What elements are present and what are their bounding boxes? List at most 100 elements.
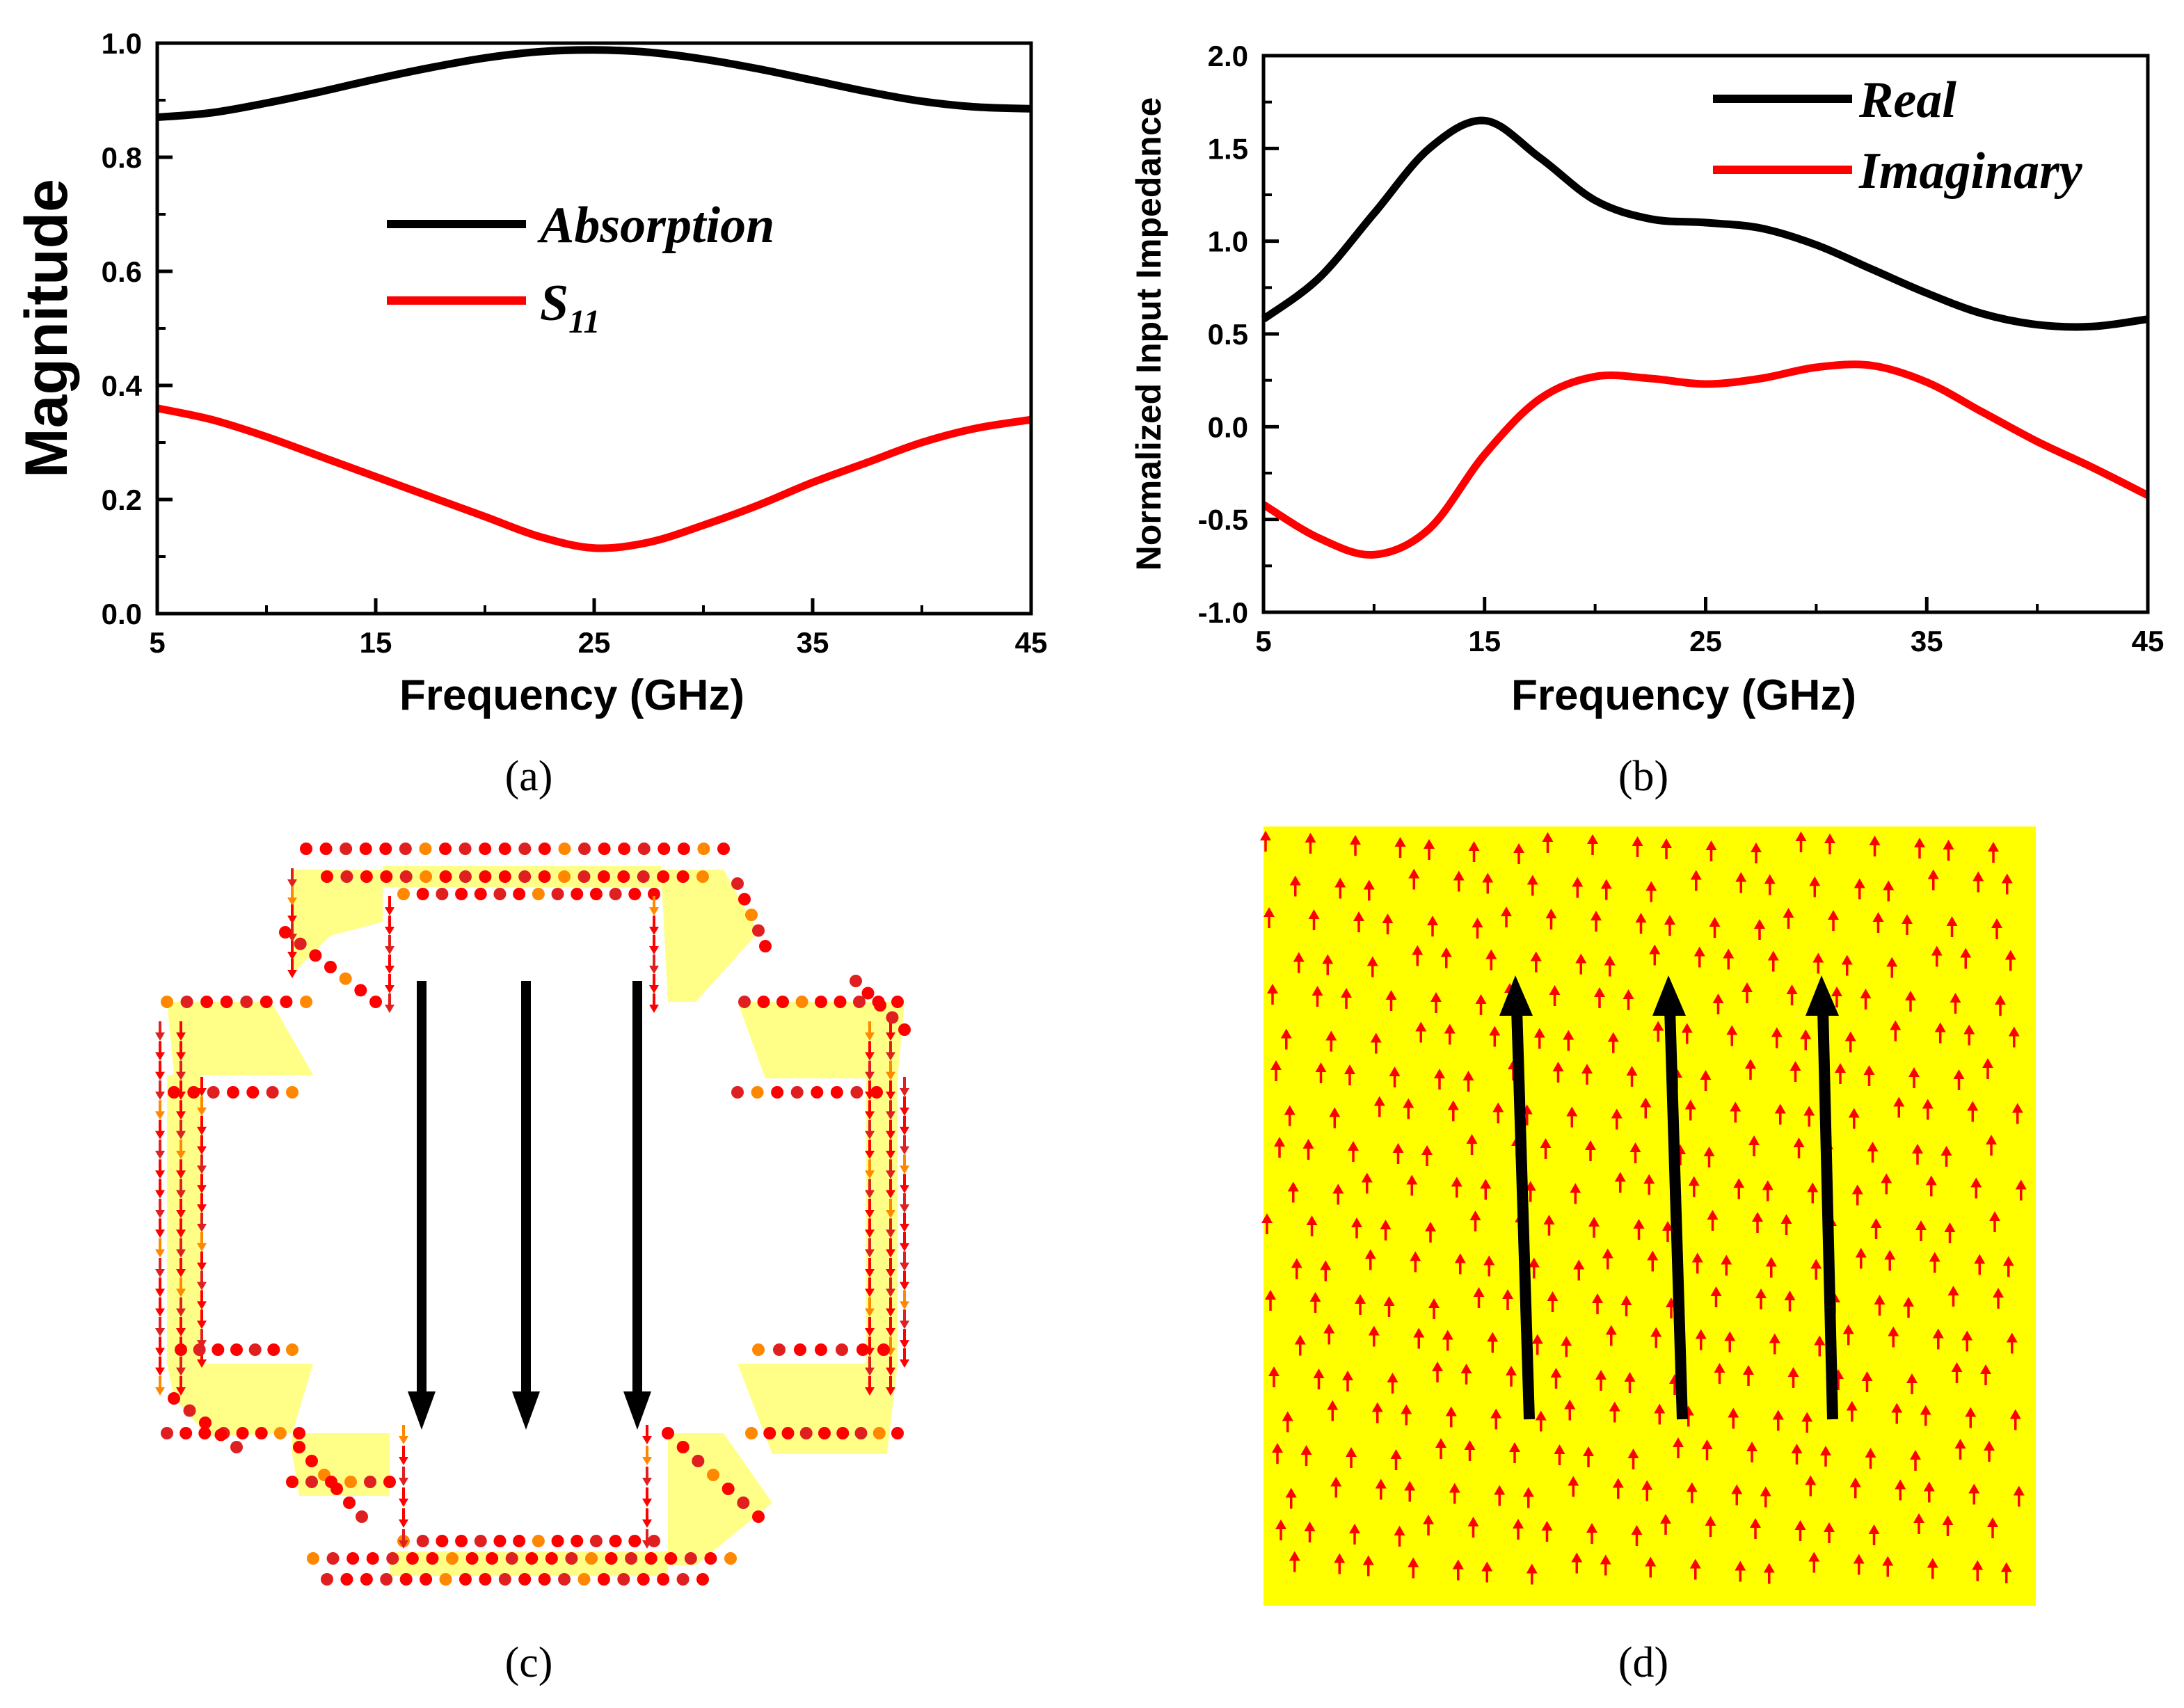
ground-current-arrowhead xyxy=(1530,951,1542,961)
ground-current-arrowhead xyxy=(1791,1444,1803,1453)
ground-current-arrowhead xyxy=(1765,1256,1777,1267)
ring-current-node xyxy=(532,1535,545,1547)
ground-current-arrowhead xyxy=(1650,1327,1662,1337)
ring-current-node xyxy=(697,843,710,855)
ring-current-arrowhead xyxy=(155,1387,165,1396)
ring-current-arrowhead xyxy=(642,1457,652,1465)
legend-label-s11: S11 xyxy=(540,275,600,340)
ground-current-arrowhead xyxy=(1695,1329,1707,1339)
ground-current-arrowhead xyxy=(1645,881,1657,891)
ring-current-node xyxy=(386,1552,399,1565)
ring-current-arrowhead xyxy=(155,1249,165,1258)
ring-current-node xyxy=(286,1086,298,1099)
ring-current-node xyxy=(752,924,765,937)
ring-current-arrowhead xyxy=(649,985,659,993)
ring-current-node xyxy=(180,996,193,1008)
chart-a-xtick-label: 35 xyxy=(797,626,829,659)
ground-current-arrowhead xyxy=(1946,916,1958,926)
ground-current-arrowhead xyxy=(1641,1480,1653,1490)
ground-current-arrowhead xyxy=(1942,1515,1954,1525)
ring-current-arrowhead xyxy=(900,1282,909,1291)
ground-current-arrowhead xyxy=(1585,1140,1596,1150)
ring-current-node xyxy=(273,1427,287,1439)
ring-current-arrowhead xyxy=(197,1320,207,1330)
ring-current-node xyxy=(346,1552,360,1565)
ground-current-arrowhead xyxy=(1980,1364,1991,1374)
ring-current-node xyxy=(657,843,671,855)
ground-current-arrowhead xyxy=(1914,838,1925,847)
ground-current-arrowhead xyxy=(1993,1288,2004,1298)
ground-current-arrowhead xyxy=(1703,1147,1715,1156)
ring-current-node xyxy=(853,996,866,1008)
ring-current-node xyxy=(724,1552,737,1565)
ground-current-arrowhead xyxy=(1542,832,1554,842)
ring-current-node xyxy=(183,1404,196,1417)
ring-current-node xyxy=(236,1427,249,1439)
ring-current-node xyxy=(161,1427,173,1439)
ring-current-arrowhead xyxy=(176,1190,186,1199)
ring-current-node xyxy=(439,1573,452,1586)
caption-c: (c) xyxy=(505,1639,553,1686)
ground-current-arrowhead xyxy=(1793,1138,1805,1147)
ring-current-node xyxy=(874,999,886,1012)
ground-current-arrowhead xyxy=(1549,985,1561,995)
ground-current-arrowhead xyxy=(1624,1372,1636,1382)
series-real xyxy=(1261,116,2149,331)
ground-current-arrowhead xyxy=(1547,1291,1559,1301)
ground-current-arrowhead xyxy=(1572,877,1584,887)
ground-current-arrowhead xyxy=(1390,1449,1402,1459)
ground-current-arrowhead xyxy=(1767,950,1779,961)
ground-current-arrowhead xyxy=(1341,988,1352,998)
ground-current-arrowhead xyxy=(1545,909,1557,918)
ring-current-node xyxy=(459,843,472,855)
ground-current-arrowhead xyxy=(1294,1334,1306,1345)
ring-current-arrowhead xyxy=(176,1210,186,1218)
ring-current-node xyxy=(598,843,611,855)
ring-current-arrowhead xyxy=(197,1204,207,1213)
ground-current-arrowhead xyxy=(1385,990,1397,1000)
chart-a-series xyxy=(156,46,1032,552)
ring-current-node xyxy=(397,888,410,900)
ground-current-arrowhead xyxy=(1320,1260,1332,1270)
ground-current-arrowhead xyxy=(1881,1173,1892,1183)
ring-current-arrowhead xyxy=(886,1032,895,1041)
chart-b-series xyxy=(1261,116,2150,559)
ring-current-node xyxy=(648,1535,660,1547)
ring-current-arrowhead xyxy=(385,985,394,993)
ground-current-arrowhead xyxy=(2004,950,2016,960)
ring-current-arrowhead xyxy=(865,1210,875,1218)
ring-current-node xyxy=(300,996,312,1008)
ground-current-arrowhead xyxy=(1814,1335,1826,1346)
ground-current-arrowhead xyxy=(1849,1477,1861,1487)
chart-a-ytick-label: 1.0 xyxy=(102,27,142,60)
ring-current-arrows xyxy=(155,843,911,1586)
ring-current-arrowhead xyxy=(865,1052,875,1061)
ground-current-arrowhead xyxy=(1662,1221,1673,1231)
ground-current-arrowhead xyxy=(1364,1249,1376,1259)
ring-current-arrowhead xyxy=(287,916,297,924)
ring-current-arrowhead xyxy=(649,966,659,974)
ground-current-arrowhead xyxy=(1991,918,2002,928)
ring-current-node xyxy=(759,940,772,952)
ring-current-arrowhead xyxy=(900,1340,909,1349)
ring-current-arrowhead xyxy=(197,1185,207,1194)
ring-current-node xyxy=(339,972,352,985)
ring-current-arrowhead xyxy=(886,1111,895,1120)
ground-current-arrowhead xyxy=(1351,1218,1362,1227)
ring-current-arrowhead xyxy=(176,1328,186,1336)
chart-a-xtick-label: 5 xyxy=(149,626,165,659)
ground-current-arrowhead xyxy=(1783,908,1794,918)
ground-current-arrowhead xyxy=(1645,1556,1657,1567)
ground-current-arrowhead xyxy=(1361,1172,1373,1183)
ground-current-arrowhead xyxy=(1600,1554,1611,1565)
ring-current-node xyxy=(637,870,650,883)
ground-current-arrowhead xyxy=(1583,1446,1594,1456)
ground-current-arrowhead xyxy=(1473,1287,1485,1297)
ground-current-arrowhead xyxy=(1366,956,1378,966)
ground-current-arrowhead xyxy=(1807,1182,1819,1192)
ground-current-arrowhead xyxy=(1691,1252,1703,1263)
chart-b-ytick-label: 1.0 xyxy=(1208,225,1248,258)
ring-current-arrowhead xyxy=(865,1111,875,1120)
ring-current-node xyxy=(676,870,690,883)
ring-current-node xyxy=(340,870,353,883)
